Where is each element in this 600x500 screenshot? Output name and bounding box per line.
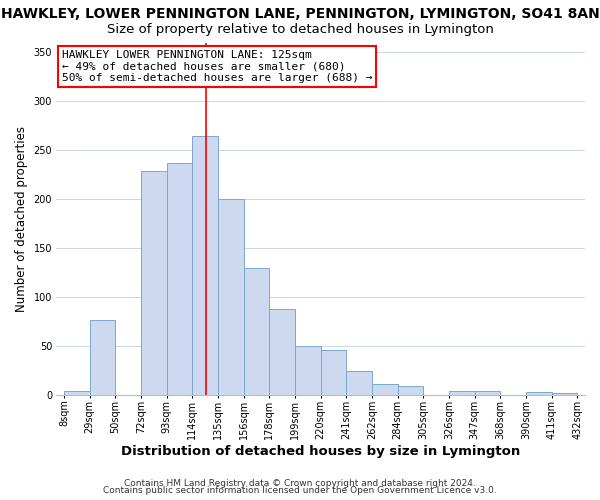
Text: Contains HM Land Registry data © Crown copyright and database right 2024.: Contains HM Land Registry data © Crown c… [124,478,476,488]
Bar [346,371,372,396]
Text: HAWKLEY LOWER PENNINGTON LANE: 125sqm
← 49% of detached houses are smaller (680): HAWKLEY LOWER PENNINGTON LANE: 125sqm ← … [62,50,372,83]
Bar [141,171,167,396]
Bar [167,163,193,396]
Bar [398,386,424,396]
Bar [475,390,500,396]
Text: Contains public sector information licensed under the Open Government Licence v3: Contains public sector information licen… [103,486,497,495]
Bar [320,350,346,396]
Bar [372,384,398,396]
Bar [526,392,551,396]
Bar [193,136,218,396]
Text: HAWKLEY, LOWER PENNINGTON LANE, PENNINGTON, LYMINGTON, SO41 8AN: HAWKLEY, LOWER PENNINGTON LANE, PENNINGT… [1,8,599,22]
Bar [244,268,269,396]
X-axis label: Distribution of detached houses by size in Lymington: Distribution of detached houses by size … [121,444,520,458]
Bar [295,346,320,396]
Bar [449,390,475,396]
Bar [551,394,577,396]
Bar [64,390,90,396]
Y-axis label: Number of detached properties: Number of detached properties [15,126,28,312]
Bar [90,320,115,396]
Bar [218,200,244,396]
Bar [269,309,295,396]
Text: Size of property relative to detached houses in Lymington: Size of property relative to detached ho… [107,22,493,36]
